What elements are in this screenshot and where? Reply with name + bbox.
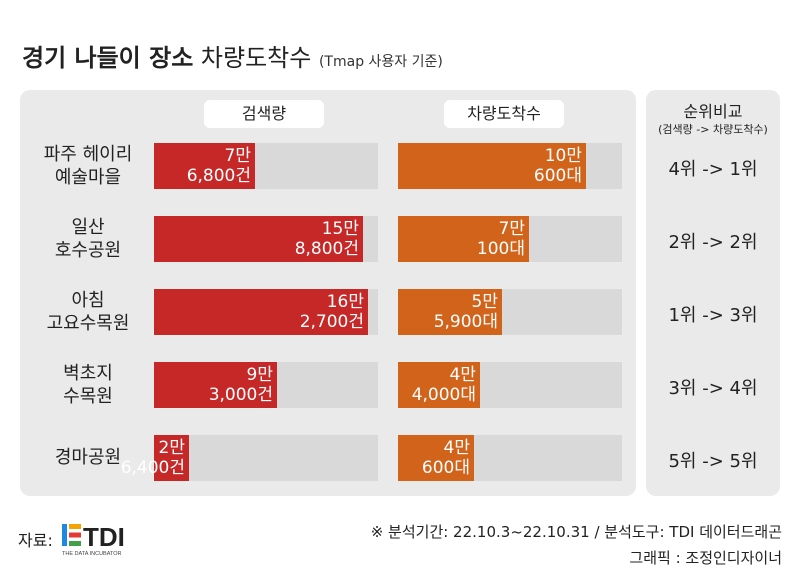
row-label-line2: 예술마을: [54, 167, 122, 188]
arrivals-value-line2: 4,000대: [411, 385, 476, 405]
arrivals-bar: 4만 600대: [398, 435, 474, 481]
rank-comparison: 5위 -> 5위: [668, 451, 758, 472]
row-label-line2: 고요수목원: [46, 313, 130, 334]
search-value-line2: 2,700건: [299, 312, 364, 332]
search-value-line1: 16만: [326, 292, 364, 312]
arrivals-bar-label: 4만 4,000대: [412, 365, 476, 405]
arrivals-bar-track: 7만 100대: [398, 216, 622, 262]
arrivals-bar: 4만 4,000대: [398, 362, 480, 408]
search-value-line1: 15만: [321, 219, 359, 239]
search-bar-track: 9만 3,000건: [154, 362, 378, 408]
arrivals-value-line1: 10만: [544, 146, 582, 166]
rank-comparison: 4위 -> 1위: [668, 159, 758, 180]
search-bar: 16만 2,700건: [154, 289, 368, 335]
arrivals-bar-label: 5만 5,900대: [434, 292, 498, 332]
search-bar-label: 16만 2,700건: [300, 292, 364, 332]
search-value-line1: 2만: [158, 438, 185, 458]
graphic-credit: 그래픽 : 조정인디자이너: [629, 549, 782, 567]
source-label: 자료:: [18, 531, 53, 550]
rank-comparison: 1위 -> 3위: [668, 305, 758, 326]
rank-header-sub: (검색량 -> 차량도착수): [658, 123, 768, 136]
search-bar-label: 15만 8,800건: [295, 219, 359, 259]
rank-comparison: 3위 -> 4위: [668, 378, 758, 399]
search-value-line2: 3,000건: [208, 385, 273, 405]
arrivals-value-line2: 5,900대: [433, 312, 498, 332]
arrivals-bar: 7만 100대: [398, 216, 529, 262]
search-bar: 9만 3,000건: [154, 362, 277, 408]
arrivals-bar: 5만 5,900대: [398, 289, 502, 335]
rank-header-title: 순위비교: [683, 102, 743, 121]
rank-comparison: 2위 -> 2위: [668, 232, 758, 253]
row-label-line1: 벽초지: [63, 363, 113, 384]
row-label: 일산 호수공원: [28, 216, 148, 262]
arrivals-bar-track: 4만 600대: [398, 435, 622, 481]
row-label-line1: 일산: [71, 217, 105, 238]
arrivals-value-line1: 5만: [471, 292, 498, 312]
row-label: 벽초지 수목원: [28, 362, 148, 408]
column-header-search: 검색량: [204, 100, 324, 128]
row-label: 파주 헤이리 예술마을: [28, 143, 148, 189]
column-header-arrivals: 차량도착수: [444, 100, 564, 128]
row-label-line1: 파주 헤이리: [43, 144, 133, 165]
arrivals-value-line2: 600대: [533, 166, 582, 186]
arrivals-bar-label: 10만 600대: [534, 146, 582, 186]
search-bar-label: 2만 6,400건: [121, 438, 185, 478]
search-value-line2: 6,400건: [120, 458, 185, 478]
arrivals-value-line1: 4만: [449, 365, 476, 385]
arrivals-value-line1: 4만: [443, 438, 470, 458]
row-label-line1: 아침: [71, 290, 105, 311]
title-normal: 차량도착수: [200, 44, 312, 72]
arrivals-bar-track: 5만 5,900대: [398, 289, 622, 335]
search-bar-label: 7만 6,800건: [187, 146, 251, 186]
arrivals-bar-label: 7만 100대: [477, 219, 525, 259]
search-bar: 2만 6,400건: [121, 435, 189, 481]
search-bar-track: 15만 8,800건: [154, 216, 378, 262]
arrivals-bar: 10만 600대: [398, 143, 586, 189]
arrivals-bar-track: 10만 600대: [398, 143, 622, 189]
search-bar-track: 2만 6,400건: [121, 435, 378, 481]
chart-title: 경기 나들이 장소 차량도착수 (Tmap 사용자 기준): [22, 38, 443, 73]
logo-subtext: THE DATA INCUBATOR: [62, 551, 122, 557]
search-bar: 15만 8,800건: [154, 216, 363, 262]
search-value-line1: 7만: [224, 146, 251, 166]
title-bold: 경기 나들이 장소: [22, 44, 194, 72]
arrivals-bar-label: 4만 600대: [422, 438, 470, 478]
rank-panel: [646, 90, 780, 496]
analysis-note: ※ 분석기간: 22.10.3~22.10.31 / 분석도구: TDI 데이터…: [370, 523, 782, 541]
arrivals-value-line1: 7만: [498, 219, 525, 239]
arrivals-value-line2: 100대: [476, 239, 525, 259]
search-value-line1: 9만: [246, 365, 273, 385]
search-bar: 7만 6,800건: [154, 143, 255, 189]
logo-text: TDI: [83, 522, 125, 552]
title-sub: (Tmap 사용자 기준): [318, 54, 443, 70]
search-bar-track: 7만 6,800건: [154, 143, 378, 189]
row-label-line2: 수목원: [63, 386, 113, 407]
search-value-line2: 8,800건: [294, 239, 359, 259]
row-label: 아침 고요수목원: [28, 289, 148, 335]
arrivals-value-line2: 600대: [421, 458, 470, 478]
row-label: 경마공원: [28, 446, 148, 469]
arrivals-bar-track: 4만 4,000대: [398, 362, 622, 408]
search-bar-label: 9만 3,000건: [209, 365, 273, 405]
search-bar-track: 16만 2,700건: [154, 289, 378, 335]
row-label-line2: 호수공원: [54, 240, 122, 261]
row-label-line1: 경마공원: [54, 447, 122, 468]
search-value-line2: 6,800건: [186, 166, 251, 186]
tdi-logo: TDI THE DATA INCUBATOR: [62, 522, 125, 557]
